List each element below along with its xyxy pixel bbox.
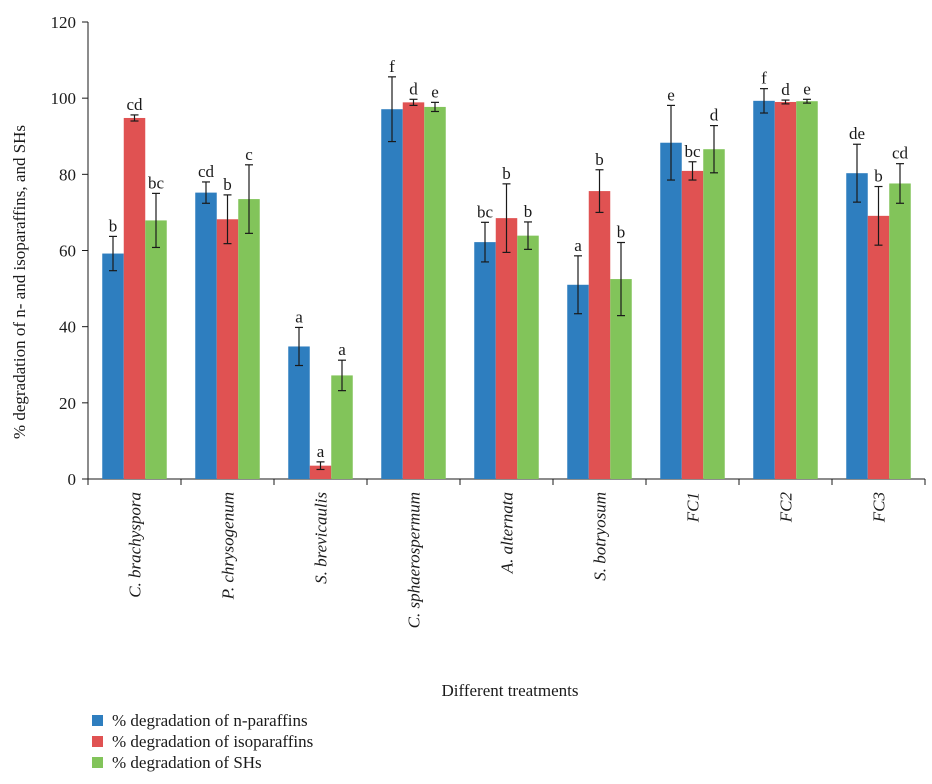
significance-label: c [245, 145, 253, 164]
bar [610, 279, 632, 479]
bar [867, 215, 890, 479]
category-label: A. alternata [498, 492, 517, 574]
bar [681, 170, 704, 480]
significance-label: bc [477, 202, 494, 221]
significance-label: a [295, 307, 303, 326]
significance-label: b [617, 223, 626, 242]
legend-item: % degradation of SHs [92, 752, 313, 773]
significance-label: a [317, 442, 325, 461]
significance-label: e [431, 82, 439, 101]
bar [145, 220, 167, 479]
significance-label: cd [892, 144, 909, 163]
significance-label: b [874, 167, 883, 186]
y-tick-label: 20 [59, 394, 76, 413]
significance-label: b [223, 175, 232, 194]
bar [567, 284, 589, 479]
bar [238, 199, 260, 479]
bar [381, 109, 403, 480]
significance-label: cd [126, 95, 143, 114]
category-label: FC2 [777, 492, 796, 524]
bar [588, 191, 611, 479]
y-tick-label: 60 [59, 242, 76, 261]
legend-swatch [92, 736, 103, 747]
bar [846, 173, 868, 479]
x-axis-title: Different treatments [441, 681, 578, 700]
y-tick-label: 40 [59, 318, 76, 337]
category-label: S. brevicaulis [312, 492, 331, 584]
legend-item: % degradation of isoparaffins [92, 731, 313, 752]
significance-label: f [761, 69, 767, 88]
y-tick-label: 80 [59, 165, 76, 184]
bar [660, 142, 682, 479]
bar [753, 100, 775, 480]
bar [774, 101, 797, 479]
legend-label: % degradation of SHs [112, 752, 262, 772]
y-tick-label: 0 [68, 470, 77, 489]
bar [703, 149, 725, 479]
bar [195, 192, 217, 479]
bar [474, 242, 496, 479]
bar [123, 117, 146, 479]
bar [288, 346, 310, 479]
category-label: FC3 [870, 492, 889, 523]
legend-label: % degradation of n-paraffins [112, 710, 308, 730]
significance-label: d [409, 79, 418, 98]
significance-label: a [338, 340, 346, 359]
significance-label: de [849, 124, 865, 143]
category-label: P. chrysogenum [219, 492, 238, 600]
bar [309, 465, 332, 479]
significance-label: b [595, 150, 604, 169]
y-tick-label: 100 [51, 89, 77, 108]
legend-item: % degradation of n-paraffins [92, 710, 313, 731]
significance-label: cd [198, 162, 215, 181]
category-label: C. brachyspora [126, 492, 145, 598]
significance-label: bc [148, 173, 165, 192]
category-label: FC1 [684, 492, 703, 523]
significance-label: b [109, 216, 118, 235]
significance-label: d [781, 80, 790, 99]
bar [517, 235, 539, 479]
significance-label: e [803, 79, 811, 98]
y-tick-label: 120 [51, 13, 77, 32]
significance-label: b [524, 202, 533, 221]
legend-swatch [92, 715, 103, 726]
bar [495, 218, 518, 480]
significance-label: b [502, 164, 511, 183]
significance-label: f [389, 57, 395, 76]
significance-label: e [667, 85, 675, 104]
bar [424, 106, 446, 479]
bar [796, 101, 818, 480]
bar [216, 219, 239, 479]
significance-label: bc [684, 142, 701, 161]
legend: % degradation of n-paraffins% degradatio… [92, 710, 313, 773]
legend-swatch [92, 757, 103, 768]
bar [331, 375, 353, 479]
legend-label: % degradation of isoparaffins [112, 731, 314, 751]
category-label: C. sphaerospermum [405, 492, 424, 628]
significance-label: a [574, 236, 582, 255]
category-label: S. botryosum [591, 492, 610, 581]
bar [102, 253, 124, 479]
significance-label: d [710, 106, 719, 125]
bar [402, 102, 425, 479]
y-axis-title: % degradation of n- and isoparaffins, an… [10, 125, 29, 439]
bar [889, 183, 911, 479]
